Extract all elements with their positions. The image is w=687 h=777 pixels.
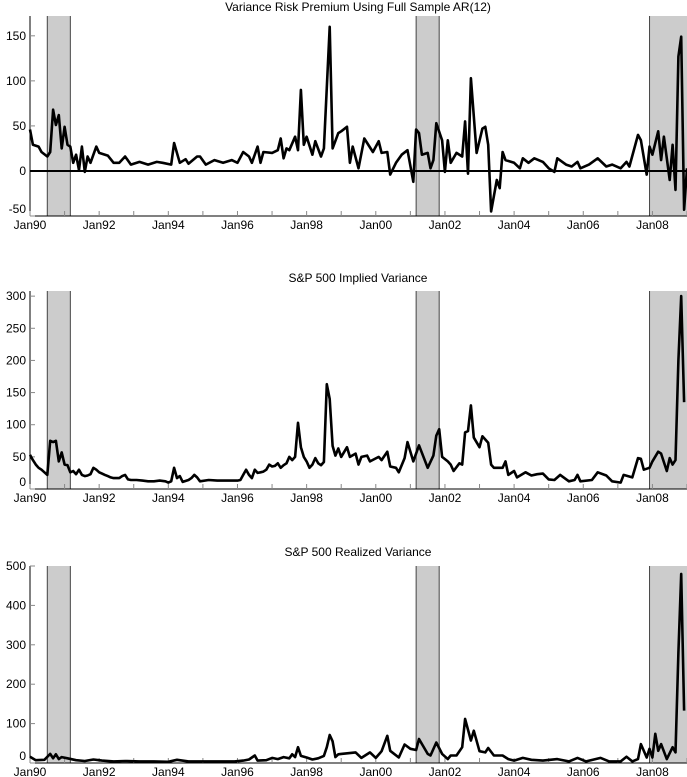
x-tick-label: Jan00 [359,765,392,777]
x-tick-label: Jan92 [83,765,116,777]
y-tick-label: 100 [6,74,26,88]
x-tick-label: Jan98 [290,765,323,777]
y-tick-label: 200 [6,677,26,691]
recession-band [416,566,440,763]
y-tick-label: 0 [19,164,26,178]
x-tick-label: Jan90 [14,765,47,777]
x-tick-label: Jan92 [83,491,116,505]
series-line [28,294,686,484]
y-tick-label: 50 [13,450,27,464]
x-tick-label: Jan98 [290,218,323,232]
panel-3: Jan90 Jan92 Jan94 Jan96 Jan98 Jan00 Jan02 Jan04… [6,559,687,777]
series-line [28,25,687,213]
y-tick-label: 250 [6,321,26,335]
x-tick-label: Jan92 [83,218,116,232]
recession-band [416,291,440,489]
series-line [29,572,686,764]
x-tick-label: Jan94 [152,491,185,505]
x-tick-label: Jan90 [14,491,47,505]
panel-2: Jan90 Jan92 Jan94 Jan96 Jan98 Jan00 Jan02 Jan04… [6,289,687,505]
recession-band [416,16,440,216]
x-tick-label: Jan04 [498,491,531,505]
x-tick-label: Jan02 [429,218,462,232]
x-tick-label: Jan02 [429,491,462,505]
panel-3-title: S&P 500 Realized Variance [285,545,432,559]
x-tick-label: Jan08 [636,218,669,232]
y-tick-label: 500 [6,559,26,573]
x-tick-label: Jan06 [567,218,600,232]
y-tick-label: 100 [6,717,26,731]
y-tick-label: 300 [6,289,26,303]
x-tick-label: Jan06 [567,491,600,505]
y-tick-label: 0 [19,475,26,489]
y-tick-label: 50 [13,119,27,133]
x-tick-label: Jan00 [359,491,392,505]
y-tick-label: 150 [6,29,26,43]
x-tick-label: Jan96 [221,491,254,505]
x-tick-label: Jan08 [636,491,669,505]
y-tick-label: 300 [6,638,26,652]
x-tick-label: Jan04 [498,765,531,777]
x-tick-label: Jan94 [152,765,185,777]
recession-band [47,291,71,489]
y-tick-label: 100 [6,418,26,432]
x-tick-label: Jan04 [498,218,531,232]
x-tick-label: Jan06 [567,765,600,777]
panel-1-title: Variance Risk Premium Using Full Sample … [225,0,491,14]
x-tick-label: Jan02 [429,765,462,777]
x-tick-label: Jan00 [359,218,392,232]
x-tick-label: Jan90 [14,218,47,232]
x-tick-label: Jan96 [221,218,254,232]
y-tick-label: -50 [9,202,27,216]
x-tick-label: Jan94 [152,218,185,232]
y-tick-label: 150 [6,386,26,400]
x-tick-label: Jan98 [290,491,323,505]
panel-1: Jan90 Jan92 Jan94 Jan96 Jan98 Jan00 Jan02 Jan04… [6,16,687,232]
y-tick-label: 0 [19,749,26,763]
y-tick-label: 200 [6,353,26,367]
x-tick-label: Jan96 [221,765,254,777]
x-tick-label: Jan08 [636,765,669,777]
y-tick-label: 400 [6,598,26,612]
panels: Jan90 Jan92 Jan94 Jan96 Jan98 Jan00 Jan02 Jan04… [6,16,687,777]
recession-band [47,566,71,763]
panel-2-title: S&P 500 Implied Variance [289,271,428,285]
